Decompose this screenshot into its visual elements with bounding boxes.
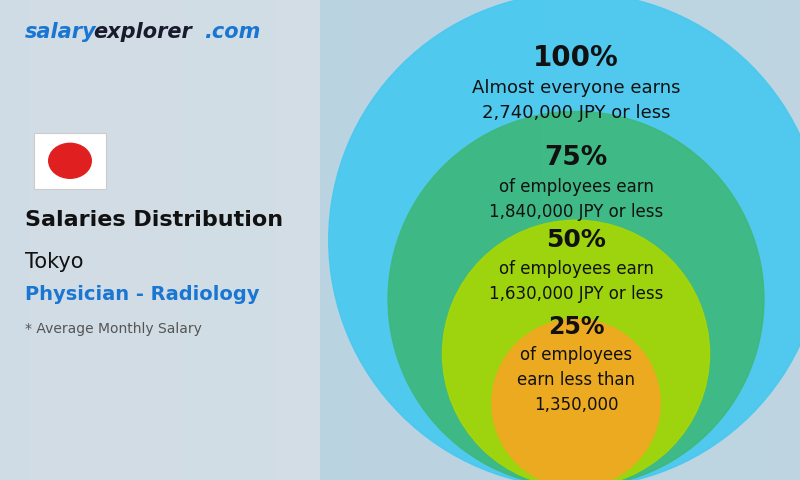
Text: Tokyo: Tokyo [25, 252, 83, 272]
Circle shape [388, 111, 764, 480]
Circle shape [49, 144, 91, 178]
Text: 50%: 50% [546, 228, 606, 252]
Text: Almost everyone earns
2,740,000 JPY or less: Almost everyone earns 2,740,000 JPY or l… [472, 79, 680, 122]
Text: * Average Monthly Salary: * Average Monthly Salary [25, 322, 202, 336]
Text: Physician - Radiology: Physician - Radiology [25, 285, 259, 304]
FancyBboxPatch shape [34, 133, 106, 189]
Text: salary: salary [25, 22, 97, 42]
Circle shape [329, 0, 800, 480]
Text: explorer: explorer [93, 22, 192, 42]
Text: of employees
earn less than
1,350,000: of employees earn less than 1,350,000 [517, 347, 635, 414]
Text: 75%: 75% [544, 145, 608, 171]
Text: of employees earn
1,840,000 JPY or less: of employees earn 1,840,000 JPY or less [489, 178, 663, 221]
Text: Salaries Distribution: Salaries Distribution [25, 210, 283, 230]
Circle shape [442, 220, 710, 480]
Text: .com: .com [204, 22, 260, 42]
Text: of employees earn
1,630,000 JPY or less: of employees earn 1,630,000 JPY or less [489, 260, 663, 303]
Circle shape [492, 319, 660, 480]
Text: 25%: 25% [548, 315, 604, 339]
Text: 100%: 100% [533, 44, 619, 72]
